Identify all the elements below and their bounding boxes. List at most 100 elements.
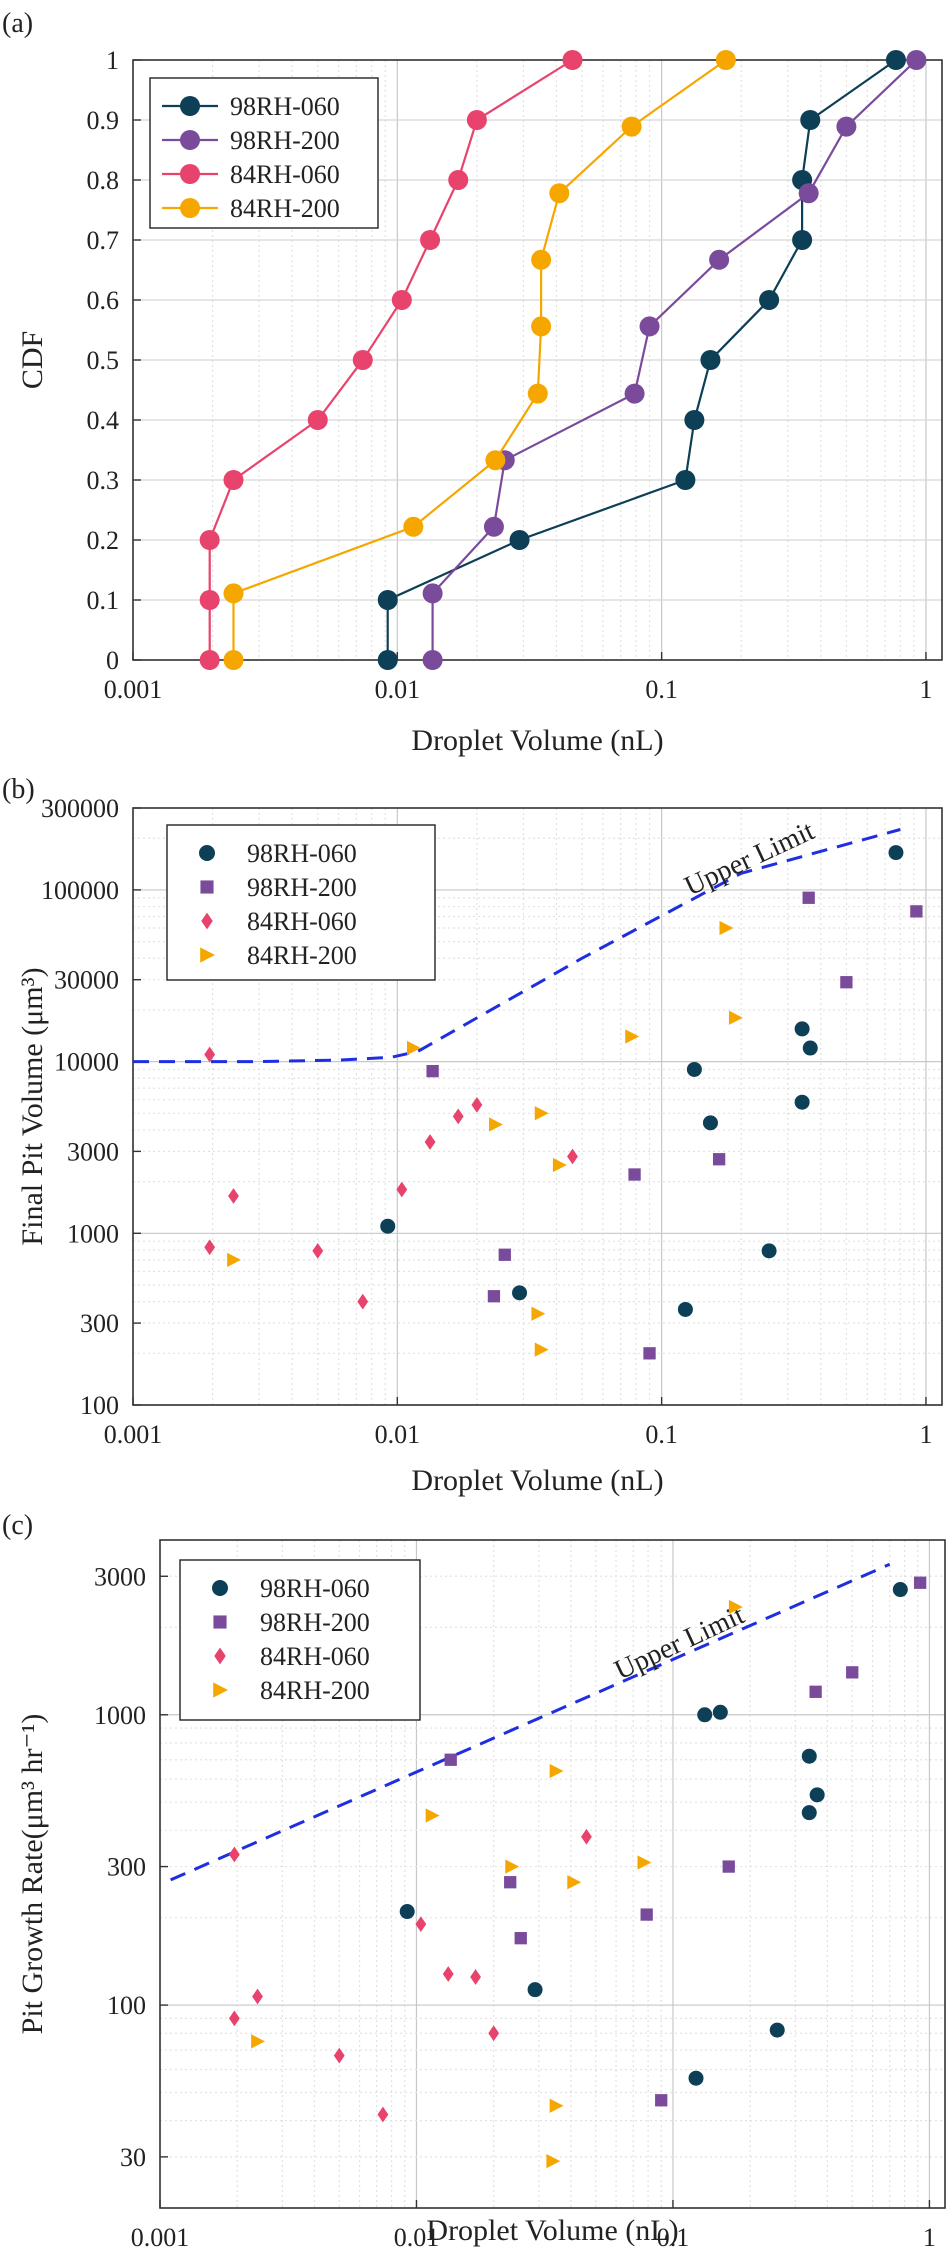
data-point [452, 1108, 464, 1125]
legend-marker [200, 947, 215, 963]
data-point [639, 316, 660, 337]
data-point [906, 50, 927, 70]
x-tick-label: 1 [919, 675, 932, 704]
y-tick-label: 0.8 [87, 166, 120, 195]
axes-frame [159, 1539, 946, 2209]
data-point [204, 1046, 216, 1063]
data-point [888, 845, 904, 861]
legend-label: 98RH-060 [247, 839, 357, 868]
y-axis-label: Pit Growth Rate(μm³ hr⁻¹) [16, 1714, 49, 2035]
series-98RH-200 [444, 1576, 927, 2107]
data-point [688, 2070, 704, 2086]
data-point [562, 50, 583, 70]
data-point [485, 450, 506, 471]
data-point [509, 530, 530, 550]
data-point [380, 1218, 396, 1234]
data-point [252, 1988, 263, 2005]
legend-label: 98RH-200 [260, 1608, 370, 1637]
data-point [466, 110, 487, 130]
data-point [312, 1243, 324, 1259]
y-tick-label: 30000 [54, 966, 119, 995]
legend-label: 84RH-200 [247, 941, 357, 970]
panel-label: (a) [2, 8, 33, 39]
legend-marker [180, 130, 200, 150]
y-tick-label: 0.1 [87, 586, 120, 615]
data-point [399, 1904, 415, 1920]
x-axis-label: Droplet Volume (nL) [426, 2214, 678, 2247]
data-point [199, 650, 220, 670]
data-point [655, 2094, 668, 2107]
data-point [769, 2022, 785, 2038]
x-tick-label: 0.001 [131, 2223, 190, 2248]
series-line [232, 59, 727, 660]
y-tick-label: 0.9 [87, 106, 120, 135]
y-tick-label: 1000 [94, 1701, 146, 1730]
data-point [715, 50, 736, 70]
x-tick-label: 0.1 [645, 675, 678, 704]
chart-panel-2: 0.001 0.01 0.1 1 100 300 1000 3000 10000 30000 100… [2, 774, 943, 1497]
data-point [396, 1181, 408, 1198]
y-tick-label: 300 [80, 1309, 119, 1338]
data-point [377, 2106, 389, 2123]
series-84RH-060 [228, 1828, 592, 2123]
data-point [910, 905, 923, 918]
data-point [527, 1982, 543, 1998]
data-point [415, 1916, 427, 1933]
series-98RH-060 [399, 1582, 908, 2086]
legend-marker [180, 198, 200, 218]
data-point [628, 1168, 641, 1181]
x-tick-label: 0.01 [375, 675, 421, 704]
legend-marker [214, 1647, 226, 1665]
data-point [422, 583, 443, 604]
chart-panel-1: 0.001 0.01 0.1 1 0 0.1 0.2 0.3 0.4 0.5 0.6 0.7 0.8 0.… [2, 8, 943, 757]
data-point [697, 1707, 713, 1723]
x-tick-label: 0.001 [104, 675, 163, 704]
y-tick-label: 0.5 [87, 346, 120, 375]
data-point [442, 1966, 454, 1982]
legend-label: 84RH-060 [230, 160, 340, 189]
data-point [426, 1064, 439, 1078]
legend-label: 98RH-200 [230, 126, 340, 155]
data-point [802, 891, 815, 904]
data-point [505, 1859, 520, 1874]
chart-panel-3: 0.001 0.01 0.1 1 30 100 300 1000 3000 Droplet Vol… [2, 1510, 946, 2248]
data-point [199, 530, 220, 550]
series-84RH-060 [204, 1046, 578, 1310]
data-point [637, 1855, 652, 1870]
data-point [624, 383, 645, 404]
data-point [228, 2010, 240, 2027]
y-tick-label: 0 [106, 646, 119, 675]
legend-label: 98RH-200 [247, 873, 357, 902]
data-point [625, 1029, 640, 1044]
data-point [514, 1932, 527, 1945]
data-point [684, 410, 705, 430]
data-point [549, 183, 570, 204]
series-98RH-060 [377, 50, 906, 670]
data-point [552, 1157, 567, 1173]
data-point [227, 1252, 241, 1268]
y-axis-label: Final Pit Volume (μm³) [16, 967, 49, 1245]
y-tick-label: 3000 [67, 1137, 119, 1166]
data-point [534, 1106, 549, 1121]
data-point [504, 1876, 517, 1889]
data-point [487, 1290, 501, 1303]
data-point [199, 590, 220, 610]
legend-label: 84RH-200 [230, 194, 340, 223]
data-point [444, 1753, 457, 1766]
data-point [759, 290, 780, 310]
data-point [728, 1599, 743, 1615]
x-tick-label: 0.1 [645, 1420, 678, 1449]
data-point [794, 1021, 810, 1037]
data-point [470, 1969, 481, 1985]
data-point [581, 1828, 592, 1845]
data-point [809, 1685, 822, 1698]
y-tick-label: 300000 [41, 794, 119, 823]
y-tick-label: 0.7 [87, 226, 120, 255]
data-point [307, 410, 328, 430]
data-point [204, 1239, 216, 1256]
legend: 98RH-060 98RH-200 84RH-060 84RH-200 [149, 77, 379, 229]
data-point [643, 1347, 656, 1360]
legend-label: 98RH-060 [230, 92, 340, 121]
data-point [640, 1908, 653, 1921]
